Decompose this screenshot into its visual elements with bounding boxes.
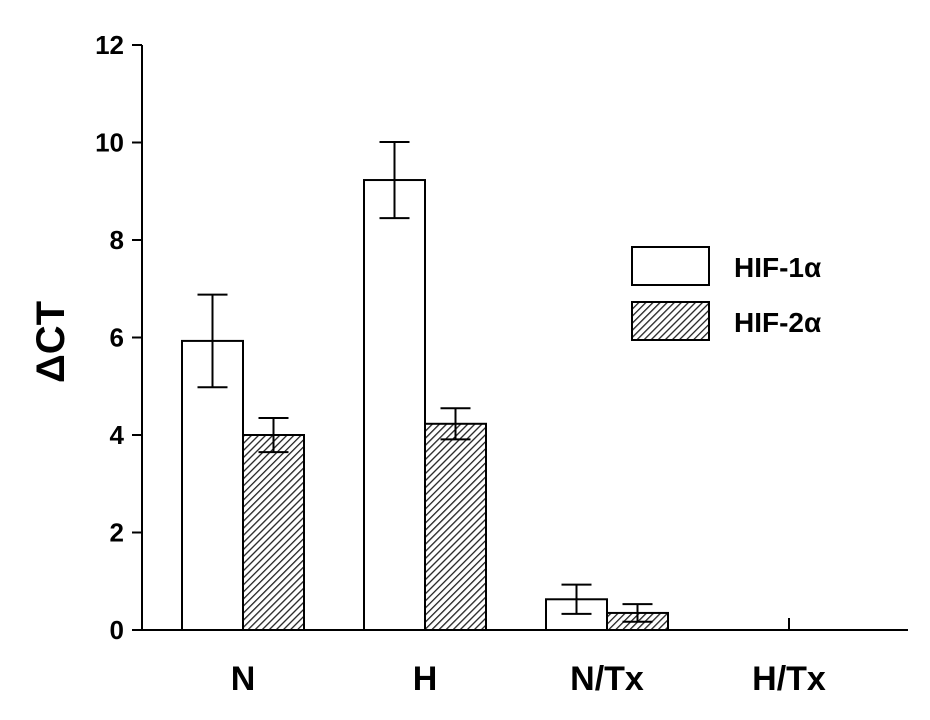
y-tick-label: 0 [110,615,124,645]
x-tick-label: H [413,660,438,698]
legend-label-hif1a: HIF-1α [734,252,821,283]
bar-hif1a-n [181,339,244,631]
bar-hif2a-h [424,422,487,631]
y-axis-label: ΔCT [29,301,73,383]
y-tick-label: 6 [110,323,124,353]
legend: HIF-1α HIF-2α [631,246,821,341]
y-tick-label: 8 [110,225,124,255]
y-tick-label: 12 [95,30,124,60]
bars [181,141,669,631]
x-tick-label: H/Tx [752,660,826,698]
legend-swatch-hif1a [631,246,710,286]
axes: 0 2 4 6 8 10 12 N H N/Tx H/Tx [95,30,908,698]
legend-label-hif2a: HIF-2α [734,307,821,338]
bar-hif1a-h [363,179,426,631]
y-tick-label: 2 [110,518,124,548]
y-tick-label: 10 [95,128,124,158]
x-tick-label: N/Tx [570,660,644,698]
bar-hif2a-n [242,434,305,631]
y-tick-label: 4 [110,420,125,450]
legend-swatch-hif2a [631,301,710,341]
x-tick-label: N [231,660,256,698]
